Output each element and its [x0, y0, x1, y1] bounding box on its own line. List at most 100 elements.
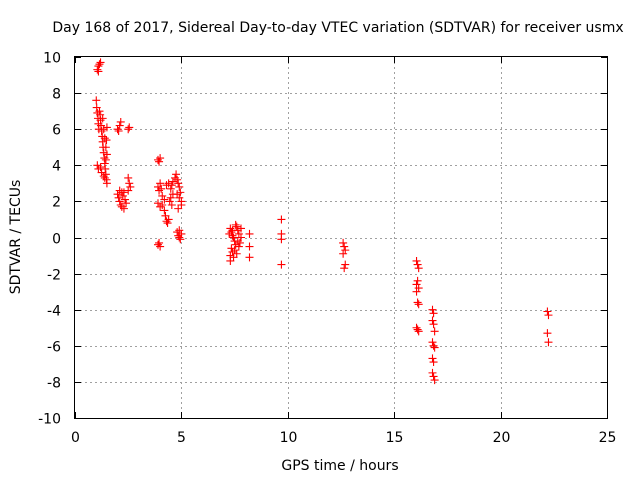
data-point — [428, 305, 437, 314]
data-point — [158, 201, 167, 210]
x-tick-label: 5 — [177, 430, 186, 446]
data-point — [428, 338, 437, 347]
data-point — [94, 67, 103, 76]
data-point — [233, 237, 242, 246]
y-tick-label: 6 — [52, 123, 61, 139]
y-tick-label: -2 — [47, 268, 61, 284]
data-point — [543, 329, 552, 338]
data-point — [430, 376, 439, 385]
data-point — [124, 125, 133, 134]
data-point — [429, 341, 438, 350]
plot-frame — [74, 56, 608, 419]
data-point — [232, 222, 241, 231]
data-point — [156, 202, 165, 211]
data-point — [175, 193, 184, 202]
x-tick-label: 25 — [599, 430, 617, 446]
data-point — [175, 226, 184, 235]
data-point — [101, 143, 110, 152]
data-point — [92, 96, 101, 105]
data-point — [101, 155, 110, 164]
data-point — [429, 309, 438, 318]
data-point — [429, 372, 438, 381]
data-point — [101, 170, 110, 179]
data-point — [102, 123, 111, 132]
y-axis-label: SDTVAR / TECUs — [8, 180, 24, 295]
data-points — [92, 58, 553, 385]
data-point — [428, 316, 437, 325]
x-tick-label: 0 — [71, 430, 80, 446]
data-point — [165, 197, 174, 206]
grid — [75, 57, 607, 418]
data-point — [245, 229, 254, 238]
data-point — [114, 127, 123, 136]
data-point — [173, 228, 182, 237]
data-point — [95, 107, 104, 116]
data-point — [226, 224, 235, 233]
data-point — [176, 235, 185, 244]
data-point — [153, 199, 162, 208]
data-point — [157, 184, 166, 193]
data-point — [113, 125, 122, 134]
data-point — [234, 242, 243, 251]
data-point — [340, 242, 349, 251]
data-point — [96, 163, 105, 172]
data-point — [160, 195, 169, 204]
data-point — [96, 58, 105, 67]
data-point — [163, 219, 172, 228]
data-point — [166, 193, 175, 202]
data-point — [155, 157, 164, 166]
data-point — [98, 114, 107, 123]
data-point — [234, 229, 243, 238]
data-point — [231, 220, 240, 229]
y-tick-label: -6 — [47, 340, 61, 356]
data-point — [414, 284, 423, 293]
data-point — [173, 175, 182, 184]
y-tick-label: -8 — [47, 376, 61, 392]
data-point — [100, 134, 109, 143]
data-point — [227, 228, 236, 237]
data-point — [124, 186, 133, 195]
data-point — [228, 247, 237, 256]
data-point — [156, 179, 165, 188]
data-point — [412, 280, 421, 289]
x-tick-label: 15 — [386, 430, 404, 446]
data-point — [125, 123, 134, 132]
data-point — [414, 264, 423, 273]
data-point — [236, 224, 245, 233]
data-point — [414, 300, 423, 309]
data-point — [245, 242, 254, 251]
data-point — [164, 215, 173, 224]
data-point — [174, 179, 183, 188]
y-tick-label: -10 — [38, 412, 61, 428]
x-tick-label: 20 — [493, 430, 511, 446]
data-point — [543, 307, 552, 316]
data-point — [412, 256, 421, 265]
data-point — [544, 338, 553, 347]
y-tick-label: 0 — [52, 232, 61, 248]
data-point — [117, 202, 126, 211]
data-point — [121, 195, 130, 204]
data-point — [413, 260, 422, 269]
y-tick-label: 2 — [52, 195, 61, 211]
data-point — [114, 193, 123, 202]
data-point — [167, 181, 176, 190]
y-tick-label: 10 — [43, 51, 61, 67]
data-point — [155, 238, 164, 247]
data-point — [162, 217, 171, 226]
data-point — [429, 358, 438, 367]
data-point — [412, 287, 421, 296]
data-point — [428, 354, 437, 363]
axis-ticks: 0 5 10 15 20 25 -10 -8 -6 -4 -2 0 2 4 6 8 10 — [38, 51, 616, 447]
data-point — [235, 238, 244, 247]
data-point — [277, 260, 286, 269]
data-point — [125, 179, 134, 188]
data-point — [168, 177, 177, 186]
data-point — [115, 197, 124, 206]
data-point — [245, 253, 254, 262]
data-point — [430, 343, 439, 352]
data-point — [413, 276, 422, 285]
data-point — [119, 204, 128, 213]
x-axis-label: GPS time / hours — [281, 458, 398, 474]
data-point — [160, 206, 169, 215]
